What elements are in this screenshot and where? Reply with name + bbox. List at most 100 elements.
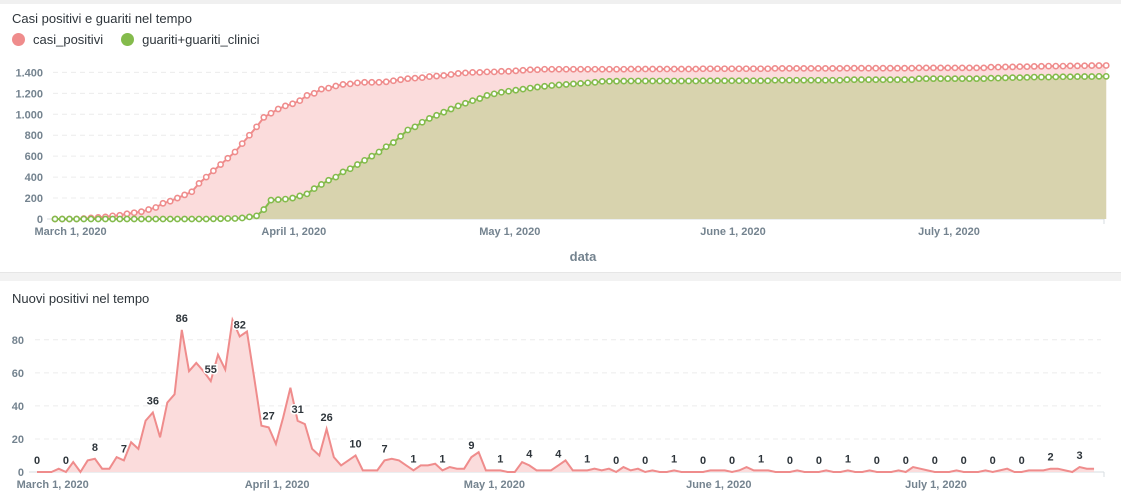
series-0-point (123, 210, 131, 218)
series-0-point (231, 148, 239, 156)
series-1-point (584, 79, 592, 87)
series-1-point (620, 77, 628, 85)
series-1-point (130, 215, 138, 223)
series-0-point (822, 64, 829, 72)
data-label: 0 (787, 455, 793, 467)
series-0-point (606, 65, 613, 73)
series-0-point (685, 65, 692, 73)
series-0-point (944, 64, 952, 72)
data-label: 0 (903, 455, 909, 467)
series-0-point (267, 109, 275, 117)
data-label: 0 (1019, 455, 1025, 467)
y-tick-label: 0 (37, 214, 43, 226)
series-0-line (37, 316, 1095, 474)
series-0-point (505, 67, 512, 75)
series-1-point (137, 215, 145, 223)
data-label: 1 (410, 453, 416, 465)
series-0-point (951, 64, 959, 72)
series-1-point (505, 87, 512, 95)
data-label: 0 (642, 455, 648, 467)
series-1-point (116, 215, 124, 223)
series-1-point (771, 76, 779, 84)
series-1-point (958, 75, 966, 83)
series-0-point (548, 65, 556, 73)
data-label: 0 (34, 455, 40, 467)
series-0-point (570, 65, 577, 73)
y-tick-label: 80 (12, 335, 24, 347)
x-tick-label: March 1, 2020 (35, 226, 107, 238)
x-tick-label: April 1, 2020 (261, 226, 326, 238)
series-1-point (361, 156, 368, 164)
series-1-point (930, 75, 937, 83)
series-0-point (534, 66, 541, 74)
series-1-point (786, 76, 793, 84)
series-1-point (519, 85, 527, 93)
series-1-point (181, 215, 188, 223)
series-1-point (1074, 73, 1081, 80)
series-0-point (303, 92, 311, 99)
series-1-point (209, 215, 217, 223)
series-1-point (418, 118, 426, 126)
series-1-point (555, 81, 563, 89)
data-label: 0 (961, 455, 967, 467)
series-1-point (497, 88, 505, 96)
series-1-point (289, 194, 296, 202)
series-0-point (1074, 62, 1081, 70)
y-tick-label: 20 (12, 434, 24, 446)
series-1-point (1059, 73, 1067, 81)
series-0-point (346, 80, 354, 88)
series-1-point (425, 115, 433, 122)
series-0-point (836, 64, 844, 72)
series-1-point (1102, 72, 1110, 80)
series-1-point (850, 76, 858, 84)
series-0-point (224, 154, 232, 162)
series-0-point (404, 75, 412, 83)
series-1-point (245, 213, 253, 221)
series-1-point (1009, 74, 1016, 82)
series-1-area (55, 76, 1107, 219)
data-label: 0 (990, 455, 996, 467)
series-0-point (922, 64, 930, 72)
series-0-point (627, 65, 635, 73)
series-1-point (879, 76, 887, 84)
series-0-point (274, 105, 282, 113)
series-0-point (642, 65, 649, 73)
series-1-point (94, 215, 102, 223)
series-1-point (102, 215, 109, 223)
x-tick-label: May 1, 2020 (479, 226, 540, 238)
series-0-point (793, 64, 800, 72)
series-0-point (281, 102, 289, 110)
series-1-point (865, 76, 872, 84)
series-1-point (1002, 74, 1009, 82)
series-1-point (238, 214, 246, 222)
series-0-point (1059, 62, 1067, 70)
series-0-point (843, 64, 851, 72)
legend-item-casi-positivi[interactable]: casi_positivi (12, 32, 103, 47)
series-0-point (850, 64, 858, 72)
series-0-point (879, 64, 887, 72)
series-0-point (562, 65, 570, 73)
series-1-point (145, 215, 152, 223)
series-0-area (37, 319, 1095, 472)
series-1-point (490, 90, 498, 98)
series-0-point (980, 64, 988, 72)
series-1-point (512, 86, 520, 94)
data-label: 3 (1076, 450, 1082, 462)
series-1-point (1023, 74, 1031, 81)
series-0-point (620, 65, 628, 73)
series-0-point (937, 64, 944, 72)
data-label: 8 (92, 442, 98, 454)
series-1-point (166, 215, 174, 223)
series-1-point (1081, 73, 1088, 80)
data-label: 1 (671, 453, 677, 465)
series-1-point (353, 161, 361, 168)
series-1-point (1038, 73, 1045, 81)
legend-item-guariti[interactable]: guariti+guariti_clinici (121, 32, 260, 47)
series-1-point (188, 215, 196, 223)
series-1-point (728, 77, 736, 85)
series-0-point (858, 64, 865, 72)
x-tick-label: April 1, 2020 (245, 479, 310, 491)
series-1-point (649, 77, 656, 85)
data-label: 7 (121, 443, 127, 455)
data-label: 1 (584, 453, 590, 465)
